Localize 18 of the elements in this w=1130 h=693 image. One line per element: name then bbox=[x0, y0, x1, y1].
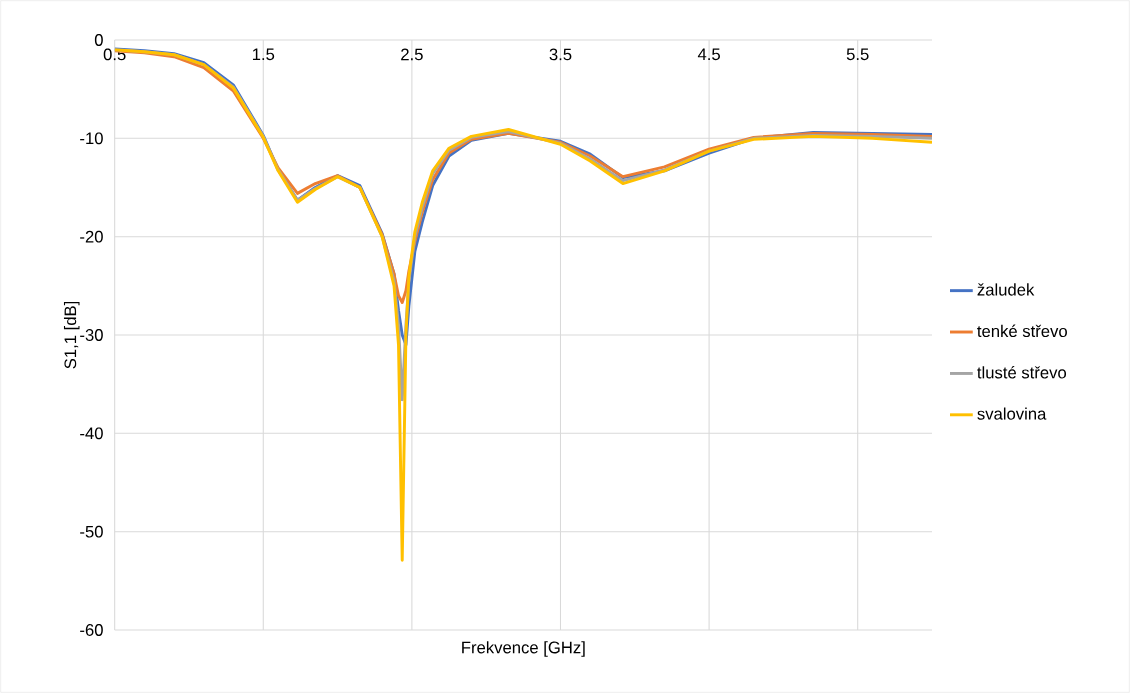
legend-label: svalovina bbox=[977, 407, 1047, 420]
legend-label: tlusté střevo bbox=[977, 366, 1067, 379]
x-tick-label: 2.5 bbox=[401, 48, 423, 61]
y-tick-label: -10 bbox=[80, 132, 103, 145]
x-tick-label: 4.5 bbox=[697, 48, 720, 61]
x-tick-label: 1.5 bbox=[252, 48, 275, 61]
y-tick-label: -20 bbox=[80, 230, 103, 243]
x-tick-label: 3.5 bbox=[549, 48, 572, 61]
legend-label: žaludek bbox=[977, 283, 1035, 296]
y-tick-label: -60 bbox=[80, 624, 103, 636]
y-tick-label: -40 bbox=[80, 427, 103, 440]
y-axis-title: S1,1 [dB] bbox=[63, 301, 80, 369]
y-tick-label: -30 bbox=[80, 329, 103, 341]
legend-label: tenké střevo bbox=[977, 324, 1067, 338]
y-tick-label: -50 bbox=[80, 525, 103, 538]
x-axis-title: Frekvence [GHz] bbox=[462, 641, 585, 657]
x-tick-label: 5.5 bbox=[846, 48, 869, 61]
y-tick-label: 0 bbox=[94, 34, 103, 46]
